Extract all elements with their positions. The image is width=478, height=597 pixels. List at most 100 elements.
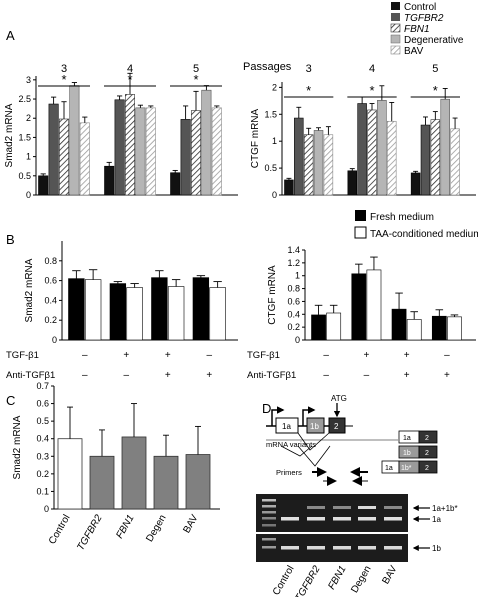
legend-a-item: Degenerative: [390, 34, 464, 46]
exon-1b-label: 1b: [310, 422, 319, 431]
band-label-1a: 1a: [432, 515, 441, 524]
y-tick-label: 0: [272, 190, 277, 200]
bar: [68, 278, 85, 341]
bar: [167, 286, 185, 341]
exon-2: [328, 417, 346, 434]
treatment-sign: +: [444, 370, 450, 381]
bar: [357, 103, 367, 196]
bar: [58, 118, 69, 196]
variant-box-label: 1a: [403, 435, 411, 442]
y-tick-label: 2: [272, 82, 277, 92]
y-tick-label: 1.2: [287, 258, 300, 268]
bar: [126, 287, 143, 341]
treatment-sign: –: [323, 370, 329, 381]
ladder-band: [262, 517, 276, 520]
passage-number: 5: [432, 63, 438, 75]
y-tick-label: 0.2: [287, 322, 300, 332]
treatment-row-label: TGF-β1: [6, 350, 39, 361]
primers-label: Primers: [276, 468, 302, 477]
bar: [313, 130, 324, 196]
ladder-band: [262, 546, 276, 549]
variant-box: [418, 445, 438, 459]
bar: [431, 315, 447, 341]
bar: [121, 436, 147, 510]
y-tick-label: 0.6: [287, 296, 300, 306]
gel-lane-label: Degen: [349, 564, 373, 595]
passage-number: 5: [193, 63, 199, 75]
gel-band-1b: [307, 546, 325, 550]
bar: [192, 277, 210, 341]
bar: [135, 107, 146, 196]
gel-band-1a1b: [384, 506, 402, 509]
passage-number: 3: [306, 63, 312, 75]
promoter-arrow-1b: [302, 406, 316, 426]
bar: [170, 172, 181, 196]
y-axis-label: CTGF mRNA: [267, 265, 278, 325]
bar: [367, 109, 377, 196]
gel-top-background: [256, 494, 408, 532]
significance-star: *: [369, 83, 374, 98]
passages-label: Passages: [243, 61, 292, 73]
y-tick-label: 0.8: [287, 284, 300, 294]
legend-a-label-degenerative: Degenerative: [404, 35, 464, 46]
variant-box: [418, 460, 438, 474]
y-tick-label: 1: [272, 136, 277, 146]
variant-1a-2: 1a 2: [398, 430, 438, 444]
legend-a-item: Control: [391, 2, 436, 13]
treatment-sign: –: [82, 370, 88, 381]
legend-a: Control TGFBR2 FBN1 Degenerative BAV: [390, 2, 464, 57]
y-tick-label: 0.1: [36, 486, 49, 496]
legend-b-label-fresh: Fresh medium: [370, 212, 434, 223]
bar: [79, 122, 90, 196]
gel-band-1a: [384, 517, 402, 521]
y-tick-label: 0.6: [36, 399, 49, 409]
x-category-label: BAV: [181, 513, 200, 535]
gel-band-1b: [281, 546, 299, 550]
x-category-label: FBN1: [114, 513, 136, 541]
significance-star: *: [193, 72, 198, 87]
legend-a-label-fbn1: FBN1: [404, 24, 430, 35]
treatment-sign: –: [364, 370, 370, 381]
bar: [406, 319, 422, 341]
legend-b-swatch-fresh: [355, 210, 366, 221]
gel-band-1a1b: [333, 506, 351, 509]
y-tick-label: 0.2: [44, 315, 57, 325]
treatment-row-label: TGF-β1: [247, 350, 280, 361]
bar: [48, 103, 59, 196]
bar: [153, 455, 179, 510]
bar: [104, 165, 115, 196]
bar: [303, 134, 314, 196]
bar: [211, 107, 222, 196]
treatment-sign: +: [404, 350, 410, 361]
variant-box: [418, 430, 438, 444]
legend-b-label-taa: TAA-conditioned medium: [370, 229, 478, 240]
gel-band-1a1b: [307, 506, 325, 509]
chart-b-smad2: 0 0.2 0.4 0.6 0.8 Smad2 mRNA: [24, 241, 238, 345]
bar: [447, 316, 462, 341]
bar: [284, 179, 294, 196]
gel-band-1b: [358, 546, 376, 550]
significance-star: *: [127, 72, 132, 87]
variant-1a-1b-2: 1a 1b* 2: [381, 460, 438, 474]
treatment-sign: +: [363, 350, 369, 361]
significance-star: *: [306, 83, 311, 98]
passage-number: 4: [369, 63, 375, 75]
y-tick-label: 0.5: [18, 171, 31, 181]
variant-box-label: 1a: [385, 465, 393, 472]
ladder-band: [262, 538, 276, 541]
bar: [191, 110, 202, 196]
y-tick-label: 0.4: [36, 434, 49, 444]
legend-a-label-control: Control: [404, 2, 436, 13]
gel-bottom: [256, 534, 408, 562]
y-tick-label: 0.4: [44, 295, 57, 305]
ladder-band: [262, 499, 276, 502]
bar: [420, 124, 431, 196]
gel-top: [256, 494, 408, 532]
y-tick-label: 2.5: [18, 94, 31, 104]
bar: [145, 107, 156, 196]
treatment-sign: –: [444, 350, 450, 361]
bar: [366, 269, 382, 341]
legend-a-swatch-degenerative: [390, 34, 401, 44]
